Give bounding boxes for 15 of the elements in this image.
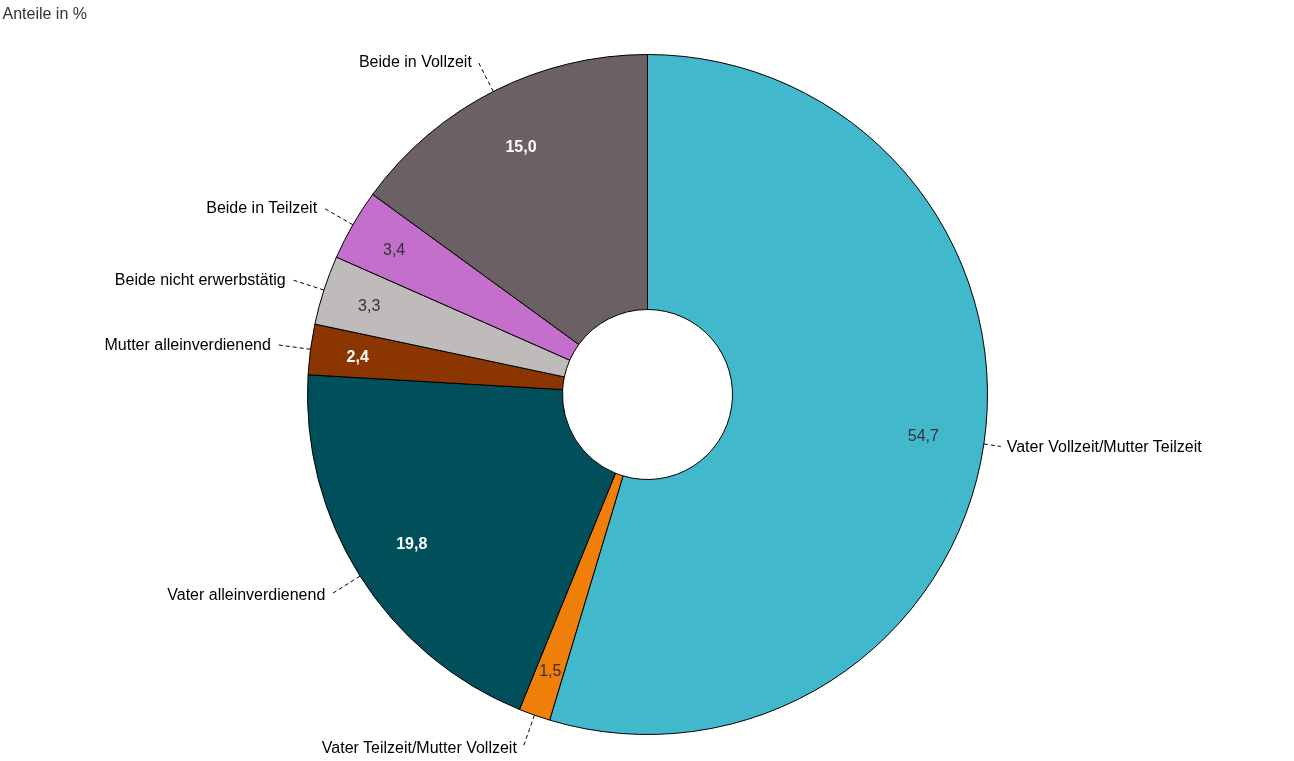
data-label: 54,7 [907,427,940,445]
data-label: 15,0 [505,138,537,156]
data-label: 2,4 [346,347,369,365]
slice-label: Beide in Teilzeit [206,199,318,217]
slice-label: Beide in Vollzeit [358,52,473,70]
data-label: 1,5 [539,662,562,680]
chart-title: Anteile in % [2,4,87,22]
slice-label: Mutter alleinverdienend [104,336,271,354]
data-label: 3,4 [383,240,406,258]
slice-label: Beide nicht erwerbstätig [114,271,286,289]
slice-label: Vater Vollzeit/Mutter Teilzeit [1006,437,1203,455]
data-label: 19,8 [396,535,428,553]
slice-label: Vater Teilzeit/Mutter Vollzeit [321,738,518,756]
slice-label: Vater alleinverdienend [167,585,326,603]
data-label: 3,3 [358,296,381,314]
